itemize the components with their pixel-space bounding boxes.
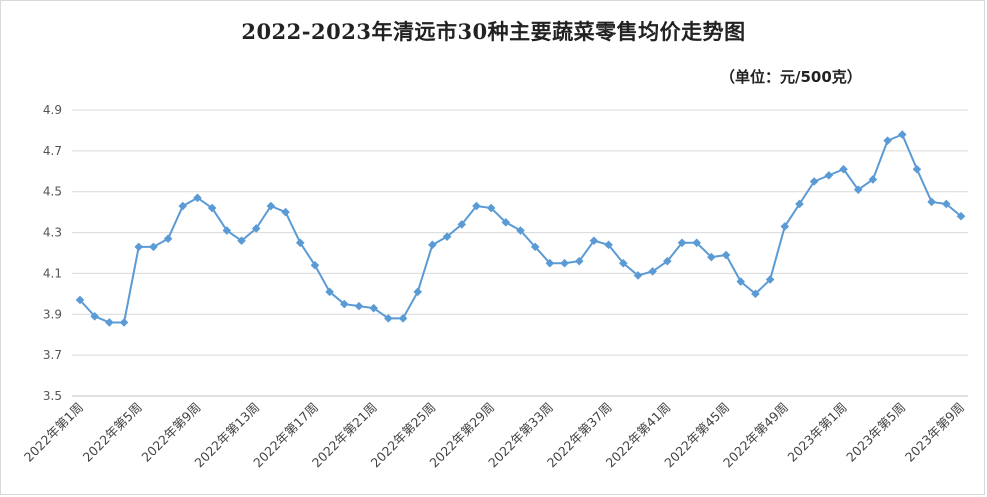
data-point (193, 193, 202, 203)
data-point (530, 242, 540, 252)
data-point (883, 136, 892, 145)
data-point (178, 201, 188, 211)
data-point (912, 164, 922, 174)
x-tick-label: 2022年第5周 (80, 400, 145, 465)
data-point (354, 301, 364, 311)
y-tick-label: 3.7 (43, 348, 62, 362)
chart-title: 2022-2023年清远市30种主要蔬菜零售均价走势图 (241, 19, 746, 44)
data-point (516, 226, 525, 235)
data-point (149, 242, 158, 252)
data-point (824, 171, 834, 180)
data-point (398, 314, 408, 323)
data-point (809, 177, 819, 186)
data-point (325, 287, 334, 297)
data-point (868, 175, 878, 184)
unit-label: （单位：元/500克） (720, 68, 862, 86)
data-point (266, 201, 276, 211)
data-point (663, 256, 672, 266)
data-point (897, 130, 907, 139)
data-point (751, 289, 760, 299)
x-tick-label: 2022年第1周 (21, 400, 86, 465)
x-tick-label: 2023年第9周 (902, 400, 967, 465)
data-point (648, 267, 657, 276)
data-point (384, 314, 393, 323)
x-tick-label: 2023年第5周 (843, 400, 908, 465)
data-point (295, 238, 305, 248)
y-tick-label: 4.9 (43, 103, 62, 117)
data-point (721, 250, 731, 260)
y-tick-label: 4.3 (43, 226, 62, 240)
y-tick-label: 4.7 (43, 144, 62, 158)
data-point (780, 222, 790, 231)
data-point (486, 203, 496, 213)
data-point (457, 220, 467, 229)
data-point (75, 295, 85, 305)
data-point (589, 236, 599, 246)
data-point (677, 238, 687, 248)
data-point (795, 199, 804, 209)
data-point (501, 218, 511, 227)
data-point (310, 260, 320, 270)
data-point (765, 275, 775, 284)
data-point (574, 256, 584, 266)
data-point (222, 226, 232, 235)
data-point (163, 234, 173, 243)
y-tick-label: 3.5 (43, 389, 62, 403)
data-point (251, 224, 261, 233)
data-point (736, 277, 746, 286)
data-point (105, 318, 114, 327)
data-point (927, 197, 936, 207)
data-point (369, 303, 378, 313)
data-point (428, 240, 437, 250)
data-point (560, 258, 569, 268)
x-tick-label: 2022年第9周 (138, 400, 203, 465)
data-point (853, 185, 863, 194)
data-point (207, 203, 217, 213)
data-point (545, 258, 555, 268)
data-point (618, 258, 628, 268)
data-point (692, 238, 701, 248)
data-point (119, 318, 129, 327)
data-point (942, 199, 951, 209)
data-point (633, 271, 643, 280)
data-point (90, 312, 99, 321)
data-point (604, 240, 613, 250)
data-point (134, 242, 144, 252)
y-tick-label: 4.1 (43, 266, 62, 280)
data-point (442, 232, 452, 241)
data-point (707, 252, 716, 262)
data-point (472, 201, 481, 211)
data-point (839, 164, 848, 174)
y-tick-label: 3.9 (43, 307, 62, 321)
data-point (956, 211, 966, 221)
data-point (413, 287, 423, 297)
data-point (237, 236, 246, 246)
x-tick-label: 2023年第1周 (784, 400, 849, 465)
data-point (281, 207, 290, 217)
data-point (340, 299, 349, 309)
y-tick-label: 4.5 (43, 185, 62, 199)
